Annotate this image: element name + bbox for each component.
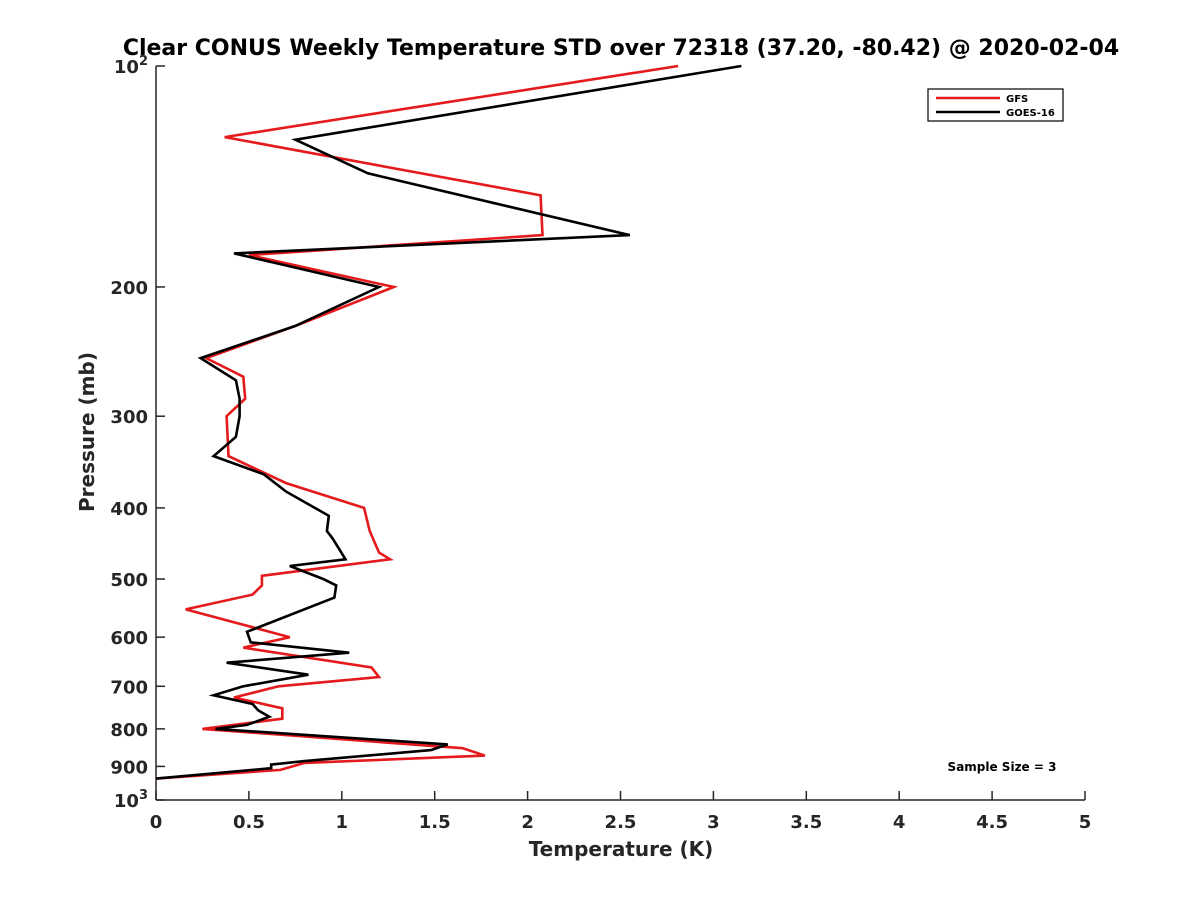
y-tick-label: 102 bbox=[114, 54, 148, 78]
x-tick-label: 3.5 bbox=[790, 812, 822, 833]
y-tick-label-base: 200 bbox=[110, 278, 148, 299]
x-tick-label: 2.5 bbox=[605, 812, 637, 833]
x-tick-label: 1 bbox=[336, 812, 349, 833]
x-tick-label: 0.5 bbox=[233, 812, 265, 833]
x-axis-label: Temperature (K) bbox=[529, 837, 714, 861]
x-tick-label: 1.5 bbox=[419, 812, 451, 833]
y-tick-label-base: 10 bbox=[114, 791, 139, 812]
sample-size-annotation: Sample Size = 3 bbox=[948, 760, 1057, 774]
series-layer bbox=[155, 64, 742, 780]
y-tick-label-base: 900 bbox=[110, 757, 148, 778]
y-tick-label-base: 600 bbox=[110, 628, 148, 649]
y-tick-label-base: 700 bbox=[110, 677, 148, 698]
x-tick-label: 2 bbox=[521, 812, 534, 833]
y-tick-label: 400 bbox=[110, 499, 148, 520]
y-tick-label-exponent: 3 bbox=[139, 788, 148, 803]
series-line-goes-16 bbox=[155, 64, 742, 780]
y-tick-label: 700 bbox=[110, 677, 148, 698]
x-tick-label: 0 bbox=[150, 812, 163, 833]
axes: 0 0.5 1 1.5 2 2.5 3 3.5 4 4.5 51022003004005006007… bbox=[110, 54, 1091, 833]
y-tick-label-base: 500 bbox=[110, 570, 148, 591]
y-tick-label: 500 bbox=[110, 570, 148, 591]
x-tick-label: 4 bbox=[893, 812, 906, 833]
y-tick-label-exponent: 2 bbox=[139, 54, 148, 69]
legend-label-goes-16: GOES-16 bbox=[1006, 108, 1055, 119]
legend-box bbox=[927, 88, 1064, 122]
y-tick-label-base: 300 bbox=[110, 407, 148, 428]
y-tick-label: 600 bbox=[110, 628, 148, 649]
chart-title: Clear CONUS Weekly Temperature STD over … bbox=[123, 36, 1119, 61]
y-axis-label: Pressure (mb) bbox=[75, 352, 99, 512]
x-tick-label: 5 bbox=[1079, 812, 1092, 833]
y-tick-label-base: 10 bbox=[114, 57, 139, 78]
y-tick-label-base: 800 bbox=[110, 720, 148, 741]
y-tick-label-base: 400 bbox=[110, 499, 148, 520]
y-tick-label: 103 bbox=[114, 788, 148, 812]
x-tick-label: 4.5 bbox=[976, 812, 1008, 833]
y-tick-label: 800 bbox=[110, 720, 148, 741]
legend: GFS GOES-16 bbox=[927, 88, 1064, 122]
y-tick-label: 900 bbox=[110, 757, 148, 778]
y-tick-label: 200 bbox=[110, 278, 148, 299]
y-tick-label: 300 bbox=[110, 407, 148, 428]
x-tick-label: 3 bbox=[707, 812, 720, 833]
legend-label-gfs: GFS bbox=[1006, 94, 1028, 105]
